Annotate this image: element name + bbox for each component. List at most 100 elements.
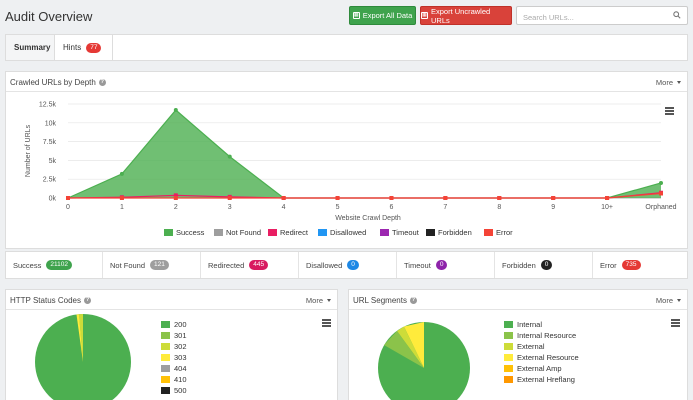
chart-menu-icon[interactable] [671,319,680,327]
help-icon[interactable]: ? [98,79,106,86]
legend-item[interactable]: 410 [161,375,187,384]
data-point[interactable] [659,191,663,196]
data-point[interactable] [66,196,70,200]
legend-item[interactable]: 500 [161,386,187,395]
help-icon[interactable]: ? [409,297,417,304]
legend-swatch [426,229,435,236]
legend-swatch [504,343,513,350]
more-dropdown[interactable]: More [306,296,331,305]
pie-slice-external-resource[interactable] [404,322,424,368]
stat-label: Redirected [208,260,245,270]
legend-swatch [161,332,170,339]
http-status-pie [35,314,131,400]
legend-item[interactable]: 404 [161,364,187,373]
help-icon[interactable]: ? [84,297,91,304]
legend-item[interactable]: External [504,342,579,351]
legend-label: External Resource [517,353,579,362]
more-dropdown[interactable]: More [656,296,681,305]
legend-label: External Amp [517,364,562,373]
data-point[interactable] [281,196,286,200]
stat-disallowed[interactable]: Disallowed 0 [299,252,397,278]
x-tick-label: Orphaned [645,204,676,211]
stat-forbidden[interactable]: Forbidden 0 [495,252,593,278]
panel-header: URL Segments ? More [349,290,687,310]
stat-error[interactable]: Error 735 [593,252,687,278]
export-uncrawled-button[interactable]: ▦ Export Uncrawled URLs [420,6,512,25]
pie-slice-external[interactable] [397,326,424,369]
legend-item[interactable]: External Hreflang [504,375,579,384]
legend-label: Internal Resource [517,331,577,340]
top-bar: Audit Overview ▦ Export All Data ▦ Expor… [0,0,693,32]
data-point[interactable] [119,171,124,176]
legend-item-disallowed[interactable]: Disallowed [318,228,366,237]
data-point[interactable] [173,108,178,113]
data-point[interactable] [497,196,502,200]
legend-label: Success [176,228,205,237]
pie-slice-302[interactable] [76,314,84,362]
data-point[interactable] [173,193,178,198]
legend-item-redirect[interactable]: Redirect [268,228,309,237]
legend-swatch [504,332,513,339]
legend-swatch [161,343,170,350]
chart-menu-icon[interactable] [665,107,674,115]
legend-item[interactable]: Internal Resource [504,331,579,340]
legend-item-not-found[interactable]: Not Found [214,228,261,237]
data-point[interactable] [119,196,124,200]
legend-item[interactable]: Internal [504,320,579,329]
data-point[interactable] [173,196,178,200]
search-input[interactable] [517,9,667,26]
more-dropdown[interactable]: More [656,78,681,87]
legend-item[interactable]: 302 [161,342,187,351]
legend-label: 410 [174,375,187,384]
legend-label: Redirect [280,228,309,237]
pie-slice-301[interactable] [79,314,83,362]
caret-down-icon [677,81,681,84]
tab-bar: Summary Hints 77 [5,34,688,61]
legend-item[interactable]: External Amp [504,364,579,373]
stat-label: Forbidden [502,260,536,270]
data-point[interactable] [659,180,663,185]
data-point[interactable] [335,196,340,200]
stat-success[interactable]: Success 21102 [6,252,103,278]
tab-hints[interactable]: Hints 77 [55,35,113,60]
data-point[interactable] [227,154,232,159]
pie-slice-internal-resource[interactable] [384,331,424,368]
stat-count-badge: 121 [150,260,169,270]
x-tick-label: 6 [390,204,394,211]
legend-swatch [214,229,223,236]
legend-swatch [318,229,327,236]
legend-item[interactable]: 301 [161,331,187,340]
legend-item-error[interactable]: Error [484,228,513,237]
panel-title: Crawled URLs by Depth ? [10,78,106,87]
stat-timeout[interactable]: Timeout 0 [397,252,495,278]
legend-item-timeout[interactable]: Timeout [380,228,420,237]
legend-swatch [161,354,170,361]
panel-title: URL Segments ? [353,296,417,305]
legend-swatch [161,376,170,383]
search-icon[interactable] [673,11,681,19]
chart-menu-icon[interactable] [322,319,331,327]
data-point[interactable] [227,196,232,200]
legend-item-success[interactable]: Success [164,228,205,237]
series-line-error [68,192,662,199]
data-point[interactable] [443,196,448,200]
more-label: More [655,78,673,87]
legend-label: External [517,342,545,351]
legend-label: 404 [174,364,187,373]
x-tick-label: 7 [443,204,447,211]
tab-summary[interactable]: Summary [6,35,55,60]
data-point[interactable] [605,196,610,200]
legend-item[interactable]: 303 [161,353,187,362]
legend-item[interactable]: External Resource [504,353,579,362]
stat-label: Success [13,260,42,270]
legend-item-forbidden[interactable]: Forbidden [426,228,472,237]
stat-not-found[interactable]: Not Found 121 [103,252,201,278]
stat-redirected[interactable]: Redirected 445 [201,252,299,278]
data-point[interactable] [551,196,556,200]
y-tick-label: 7.5k [43,139,57,146]
export-all-button[interactable]: ▦ Export All Data [349,6,416,25]
y-tick-label: 2.5k [43,177,57,184]
data-point[interactable] [389,196,394,200]
stat-label: Disallowed [306,260,343,270]
legend-item[interactable]: 200 [161,320,187,329]
